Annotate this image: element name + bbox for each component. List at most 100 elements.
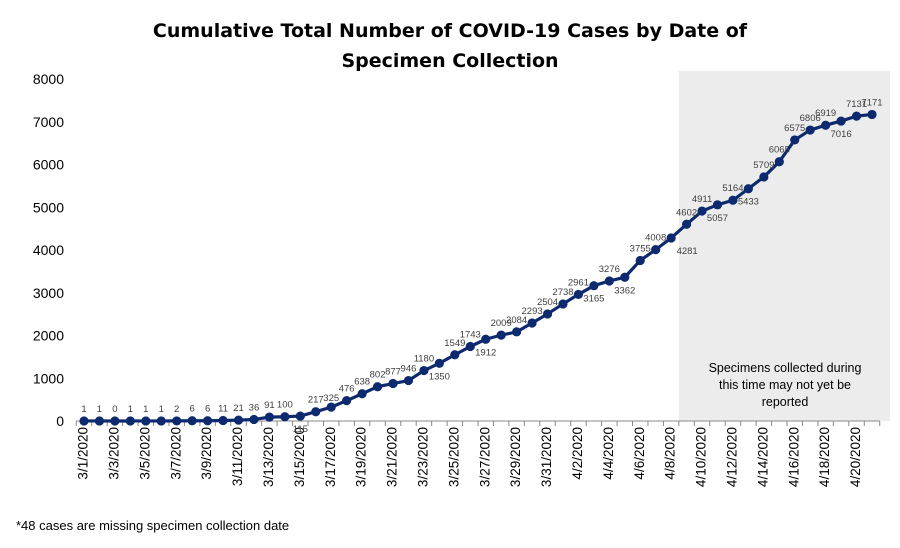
note-line-3: reported: [762, 395, 809, 409]
data-label: 21: [233, 403, 244, 414]
data-label: 3165: [583, 294, 604, 305]
data-point: [388, 378, 398, 389]
data-label: 1180: [414, 354, 434, 365]
data-label: 1: [128, 404, 133, 415]
data-label: 217: [308, 395, 324, 406]
data-point: [604, 276, 614, 286]
data-point: [203, 416, 213, 426]
data-points: [79, 109, 877, 426]
data-label: 6065: [769, 145, 790, 156]
data-point: [836, 116, 846, 126]
data-point: [481, 334, 491, 344]
data-point: [573, 289, 584, 300]
x-tick-label: 4/10/2020: [694, 427, 709, 487]
x-axis: 3/1/2020 3/3/2020 3/5/2020 3/7/2020 3/9/2020…: [76, 420, 881, 487]
note-line-2: this time may not yet be: [719, 378, 851, 392]
data-label: 2084: [506, 315, 527, 326]
x-tick-label: 3/27/2020: [477, 427, 492, 487]
y-tick-label: 5000: [33, 199, 64, 215]
data-label: 5433: [738, 197, 759, 208]
data-label: 115: [293, 424, 308, 435]
data-label: 3362: [614, 285, 635, 296]
x-tick-label: 4/6/2020: [632, 427, 647, 480]
x-tick-label: 3/7/2020: [168, 427, 183, 480]
x-tick-label: 4/8/2020: [663, 427, 678, 480]
data-point: [419, 365, 429, 376]
data-point: [589, 281, 599, 291]
y-tick-label: 1000: [33, 370, 64, 386]
x-tick-label: 3/9/2020: [199, 427, 214, 480]
y-tick-label: 6000: [33, 157, 64, 173]
data-point: [79, 416, 89, 426]
data-point: [527, 318, 537, 328]
data-label: 6575: [784, 123, 805, 134]
reporting-lag-region: [678, 71, 890, 421]
data-label: 1: [143, 404, 148, 415]
data-point: [851, 111, 862, 121]
x-tick-label: 3/25/2020: [446, 427, 461, 487]
data-point: [172, 416, 182, 426]
data-point: [681, 219, 692, 229]
data-point: [496, 330, 506, 340]
data-point: [558, 299, 568, 309]
data-label: 6806: [800, 113, 821, 124]
x-tick-label: 3/31/2020: [539, 427, 554, 487]
data-label: 36: [249, 402, 260, 413]
y-tick-label: 8000: [33, 71, 64, 87]
data-label: 4008: [645, 233, 666, 244]
data-point: [867, 109, 877, 120]
data-label: 5709: [753, 160, 774, 171]
data-label: 4281: [677, 246, 698, 257]
data-label: 2009: [491, 318, 512, 329]
data-label: 3276: [599, 264, 620, 275]
x-tick-label: 3/1/2020: [76, 427, 91, 480]
y-tick-label: 0: [56, 413, 64, 429]
x-tick-label: 3/3/2020: [106, 427, 121, 480]
x-tick-label: 3/11/2020: [230, 427, 245, 486]
data-label: 100: [277, 400, 293, 411]
x-tick-label: 3/13/2020: [261, 427, 276, 487]
data-point: [218, 415, 228, 426]
data-point: [635, 255, 645, 266]
data-point: [651, 245, 661, 255]
data-label: 6: [205, 404, 210, 415]
x-tick-label: 4/12/2020: [725, 427, 740, 487]
y-tick-label: 3000: [33, 285, 64, 301]
chart-title-line-2: Specimen Collection: [341, 50, 558, 72]
data-label: 1: [97, 404, 102, 415]
data-label: 91: [264, 400, 275, 411]
x-tick-label: 4/14/2020: [755, 427, 770, 487]
data-point: [697, 206, 707, 216]
x-tick-label: 3/21/2020: [385, 427, 400, 487]
data-label: 4602: [676, 207, 697, 218]
data-point: [233, 415, 244, 425]
data-label: 7131: [846, 99, 867, 110]
series-line: [84, 112, 873, 423]
data-label: 325: [323, 393, 339, 404]
data-point: [728, 195, 738, 205]
data-point: [249, 414, 259, 425]
data-point: [759, 172, 769, 182]
data-point: [790, 135, 800, 145]
data-label: 3755: [630, 243, 651, 254]
data-point: [666, 233, 676, 243]
x-tick-label: 4/20/2020: [848, 427, 863, 487]
data-point: [434, 358, 444, 368]
data-label: 5164: [722, 183, 743, 194]
data-label: 1912: [475, 347, 496, 358]
data-point: [620, 272, 630, 282]
data-point: [743, 184, 753, 194]
data-point: [512, 327, 522, 337]
shaded-region-note: Specimens collected during this time may…: [709, 361, 862, 409]
data-point: [542, 309, 553, 319]
data-point: [110, 416, 120, 426]
data-point: [342, 396, 352, 406]
footnote: *48 cases are missing specimen collectio…: [16, 518, 289, 533]
data-label: 6919: [815, 108, 836, 119]
data-point: [141, 416, 151, 426]
x-tick-label: 3/5/2020: [137, 427, 152, 480]
data-point: [295, 411, 305, 421]
data-label: 4911: [692, 194, 712, 205]
data-label: 1549: [444, 338, 465, 349]
